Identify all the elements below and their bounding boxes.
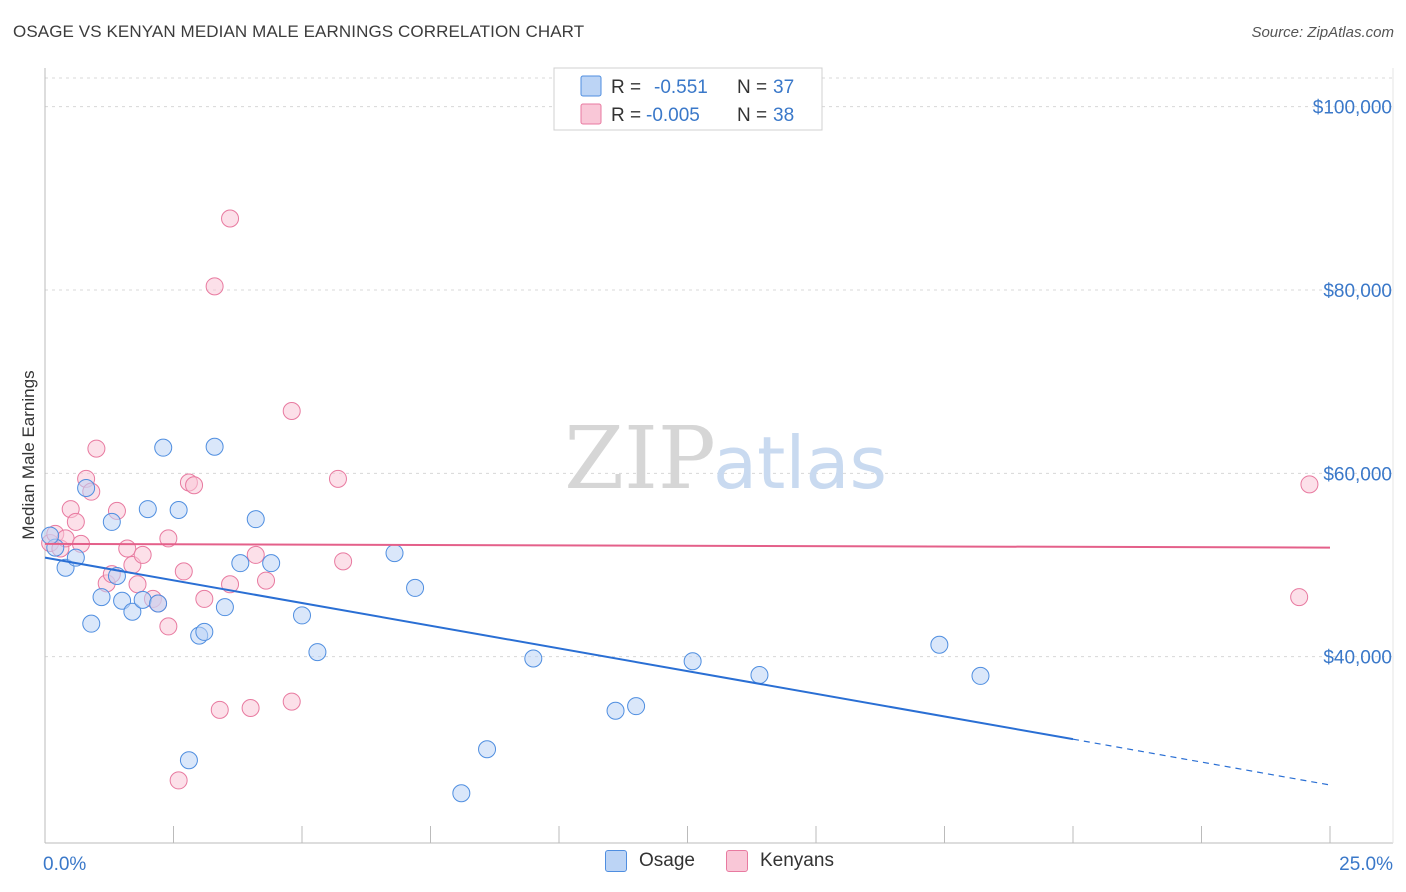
osage-point bbox=[92, 588, 111, 607]
osage-point bbox=[971, 666, 990, 685]
kenyans-point bbox=[246, 545, 265, 564]
x-tick-label-min: 0.0% bbox=[43, 854, 86, 875]
osage-point bbox=[205, 437, 224, 456]
osage-point bbox=[308, 643, 327, 662]
osage-point bbox=[113, 591, 132, 610]
kenyans-point bbox=[174, 562, 193, 581]
kenyans-trend-line bbox=[44, 542, 1331, 549]
osage-point bbox=[452, 784, 471, 803]
legend-swatch-osage bbox=[580, 75, 602, 97]
osage-point bbox=[195, 622, 214, 641]
osage-point bbox=[149, 594, 168, 613]
osage-point bbox=[41, 526, 60, 545]
bottom-legend-kenyans[interactable]: Kenyans bbox=[726, 850, 834, 872]
kenyans-point bbox=[221, 575, 240, 594]
bottom-legend: Osage Kenyans bbox=[0, 850, 1406, 880]
y-tick-label: $80,000 bbox=[1323, 281, 1392, 302]
trend-lines bbox=[44, 542, 1331, 786]
osage-point bbox=[246, 510, 265, 529]
tick-labels: $40,000 $60,000 $80,000 $100,000 0.0% 25.0% bbox=[43, 98, 1393, 875]
osage-point bbox=[169, 501, 188, 519]
bottom-legend-label-osage: Osage bbox=[639, 850, 695, 871]
osage-point bbox=[154, 438, 173, 457]
watermark-atlas: atlas bbox=[713, 421, 887, 505]
kenyans-point bbox=[66, 512, 85, 531]
bottom-legend-swatch-kenyans bbox=[726, 850, 748, 872]
osage-point bbox=[77, 479, 96, 497]
osage-point bbox=[478, 740, 497, 759]
chart-title: OSAGE VS KENYAN MEDIAN MALE EARNINGS COR… bbox=[13, 22, 585, 41]
kenyans-point bbox=[118, 539, 137, 558]
legend-kenyans-n-label: N = bbox=[737, 105, 767, 126]
bottom-legend-label-kenyans: Kenyans bbox=[760, 850, 834, 871]
bottom-legend-osage[interactable]: Osage bbox=[605, 850, 695, 872]
kenyans-point bbox=[133, 545, 152, 564]
osage-point bbox=[179, 751, 198, 770]
legend-kenyans-r-value: -0.005 bbox=[646, 105, 700, 126]
kenyans-point bbox=[1300, 475, 1319, 494]
osage-point bbox=[606, 701, 625, 720]
y-axis-label: Median Male Earnings bbox=[19, 370, 38, 539]
legend-osage-n-value: 37 bbox=[773, 77, 794, 98]
legend-osage-r-value: -0.551 bbox=[654, 77, 708, 98]
kenyans-point bbox=[195, 589, 214, 608]
osage-point bbox=[627, 697, 646, 716]
kenyans-point bbox=[257, 571, 276, 590]
kenyans-point bbox=[334, 552, 353, 571]
kenyans-point bbox=[221, 209, 240, 228]
kenyans-point bbox=[210, 700, 229, 719]
kenyans-point bbox=[169, 771, 188, 790]
kenyans-point bbox=[128, 575, 147, 594]
watermark-zip: ZIP bbox=[564, 409, 716, 509]
osage-point bbox=[385, 544, 404, 563]
x-tick-label-max: 25.0% bbox=[1339, 854, 1393, 875]
legend-osage-r-label: R = bbox=[611, 77, 641, 98]
zipatlas-watermark: ZIP atlas bbox=[564, 409, 887, 509]
osage-point bbox=[102, 512, 121, 531]
bottom-legend-swatch-osage bbox=[605, 850, 627, 872]
osage-point bbox=[215, 598, 234, 617]
osage-point bbox=[138, 500, 157, 519]
kenyans-point bbox=[185, 476, 204, 495]
osage-point bbox=[262, 554, 281, 573]
osage-trend-extension bbox=[1072, 738, 1331, 786]
legend-kenyans-n-value: 38 bbox=[773, 105, 794, 126]
kenyans-point bbox=[159, 529, 178, 548]
kenyans-point bbox=[241, 699, 260, 717]
osage-point bbox=[930, 635, 949, 654]
y-tick-label: $100,000 bbox=[1313, 98, 1392, 119]
y-tick-label: $60,000 bbox=[1323, 464, 1392, 485]
grid-lines bbox=[45, 77, 1393, 658]
osage-trend-line bbox=[44, 556, 1074, 741]
osage-point bbox=[231, 554, 250, 573]
osage-point bbox=[524, 649, 543, 668]
legend-swatch-kenyans bbox=[580, 103, 602, 125]
kenyans-point bbox=[159, 617, 178, 636]
kenyans-point bbox=[282, 402, 301, 420]
osage-point bbox=[406, 578, 425, 597]
series-osage-points bbox=[41, 437, 990, 803]
osage-point bbox=[123, 602, 142, 621]
legend-kenyans-r-label: R = bbox=[611, 105, 641, 126]
osage-point bbox=[750, 666, 769, 684]
kenyans-point bbox=[1290, 588, 1309, 607]
y-tick-label: $40,000 bbox=[1323, 648, 1392, 669]
osage-point bbox=[133, 590, 152, 609]
kenyans-point bbox=[282, 692, 301, 711]
axes bbox=[44, 68, 1394, 844]
legend-osage-n-label: N = bbox=[737, 77, 767, 98]
kenyans-point bbox=[87, 439, 106, 458]
chart-source: Source: ZipAtlas.com bbox=[1251, 24, 1394, 41]
stats-legend: R = -0.551 N = 37 R = -0.005 N = 38 bbox=[553, 67, 823, 131]
kenyans-point bbox=[328, 469, 347, 488]
osage-point bbox=[683, 652, 702, 671]
osage-point bbox=[82, 614, 101, 633]
kenyans-point bbox=[205, 277, 224, 296]
osage-point bbox=[293, 606, 311, 625]
